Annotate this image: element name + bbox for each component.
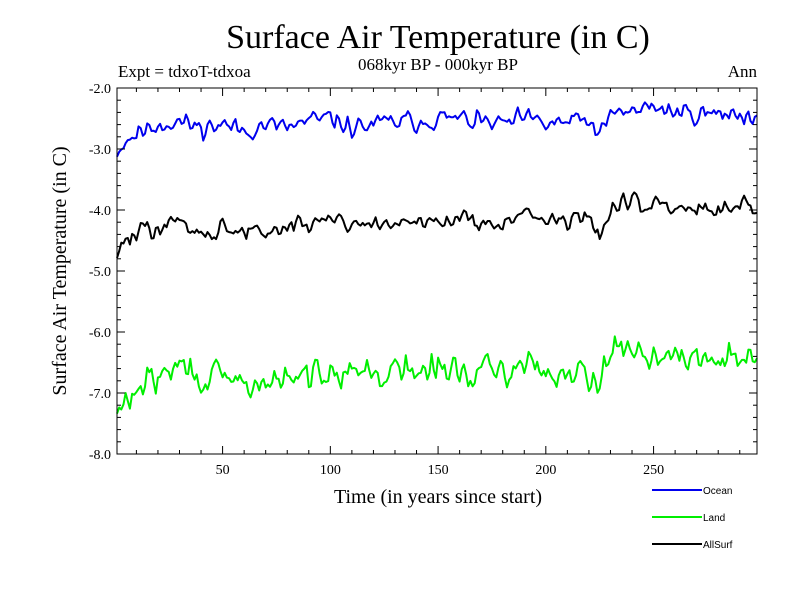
time-range-label: 068kyr BP - 000kyr BP [358,55,518,74]
y-tick-label: -2.0 [89,82,111,97]
legend: Ocean Land AllSurf [652,486,733,551]
x-tick-label: 50 [216,463,230,478]
y-axis-label: Surface Air Temperature (in C) [49,146,71,395]
x-tick-label: 200 [535,463,556,478]
chart-title: Surface Air Temperature (in C) [226,19,650,56]
legend-label-allsurf: AllSurf [703,540,733,551]
y-tick-label: -6.0 [89,326,111,341]
y-tick-label: -5.0 [89,265,111,280]
x-tick-label: 150 [428,463,449,478]
x-axis-label: Time (in years since start) [334,486,542,508]
series-layer [116,101,758,414]
series-line-ocean [116,101,758,158]
y-tick-label: -8.0 [89,448,111,463]
experiment-label: Expt = tdxoT-tdxoa [118,62,251,81]
series-line-land [116,335,758,414]
ticks-layer: 50 100 150 200 250 -8.0 -7.0 -6.0 -5.0 -4.0 -3.0 -2… [89,82,757,478]
season-label: Ann [728,62,758,81]
series-line-allsurf [116,191,758,259]
y-tick-label: -4.0 [89,204,111,219]
legend-label-land: Land [703,513,725,524]
plot-frame [116,87,758,455]
legend-label-ocean: Ocean [703,486,732,497]
y-tick-label: -3.0 [89,143,111,158]
y-tick-label: -7.0 [89,387,111,402]
x-tick-label: 250 [643,463,664,478]
x-tick-label: 100 [320,463,341,478]
